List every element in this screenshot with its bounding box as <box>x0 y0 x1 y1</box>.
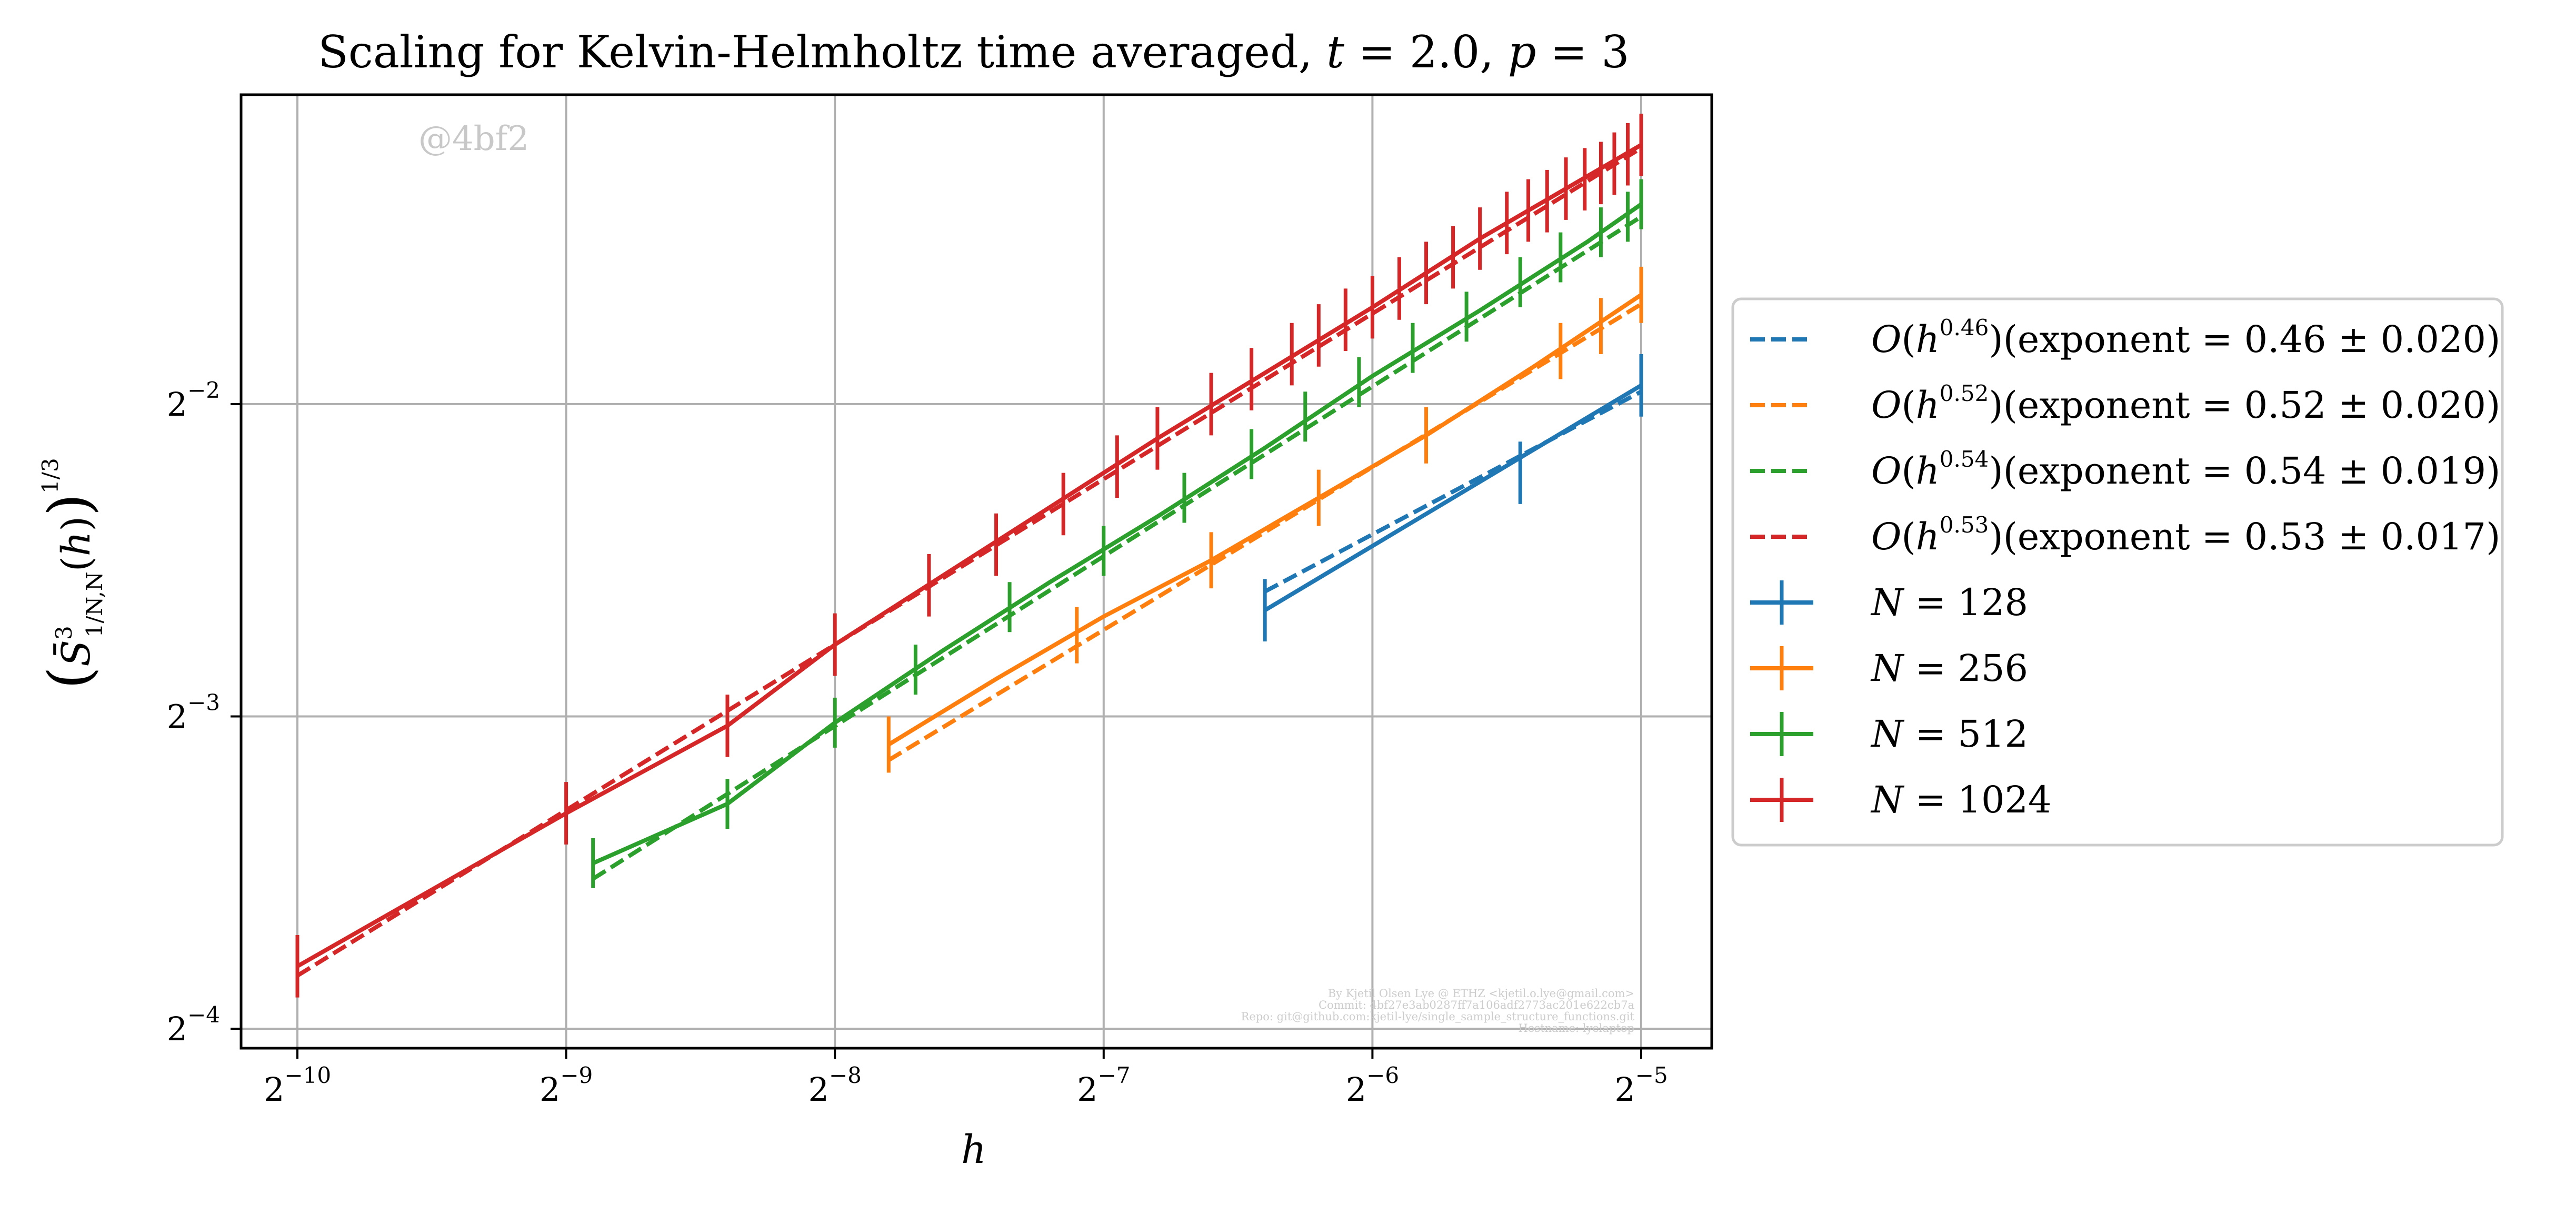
y-axis-label: (S̄3 1/N,N(h))1/3 <box>36 458 107 689</box>
grid <box>241 95 1712 1048</box>
y-tick-label-2: 2−4 <box>167 1002 220 1048</box>
plot-area <box>239 93 1713 1050</box>
x-tick-label-0: 2−10 <box>264 1062 331 1109</box>
legend-fit-label-2: O(h0.54)(exponent = 0.54 ± 0.019) <box>1871 446 2500 493</box>
watermark: @4bf2 <box>418 119 529 158</box>
series-line-3 <box>296 143 1643 968</box>
credit-block: By Kjetil Olsen Lye @ ETHZ <kjetil.o.lye… <box>1241 987 1635 1035</box>
legend-series-label-1: N = 256 <box>1870 647 2028 690</box>
y-axis-ticks: 2−2 2−3 2−4 <box>167 377 241 1048</box>
fit-line-0 <box>1264 389 1642 594</box>
chart-title: Scaling for Kelvin-Helmholtz time averag… <box>318 26 1629 78</box>
plot-frame-bg <box>241 95 1712 1048</box>
legend-series-label-0: N = 128 <box>1870 581 2028 624</box>
series-lines <box>296 143 1643 968</box>
legend-series-label-2: N = 512 <box>1870 712 2028 756</box>
legend-fit-label-0: O(h0.46)(exponent = 0.46 ± 0.020) <box>1871 315 2500 361</box>
x-tick-label-4: 2−6 <box>1346 1062 1399 1109</box>
errorbars <box>295 114 1643 998</box>
legend: O(h0.46)(exponent = 0.46 ± 0.020) O(h0.52… <box>1731 297 2504 847</box>
x-tick-label-1: 2−9 <box>540 1062 593 1109</box>
y-tick-label-1: 2−3 <box>167 690 220 736</box>
legend-fit-label-3: O(h0.53)(exponent = 0.53 ± 0.017) <box>1871 512 2500 558</box>
credit-line-4: Hostname: lyelaptop <box>1518 1022 1634 1035</box>
x-tick-label-2: 2−8 <box>808 1062 862 1109</box>
x-axis-label: h <box>961 1127 986 1172</box>
x-axis-ticks: 2−10 2−9 2−8 2−7 2−6 2−5 <box>264 1048 1668 1109</box>
legend-fit-label-1: O(h0.52)(exponent = 0.52 ± 0.020) <box>1871 380 2500 427</box>
y-tick-label-0: 2−2 <box>167 377 220 424</box>
credit-line-3: Repo: git@github.com:kjetil-lye/single_s… <box>1241 1010 1635 1023</box>
series-line-1 <box>887 293 1643 747</box>
x-tick-label-5: 2−5 <box>1614 1062 1668 1109</box>
series-line-0 <box>1264 383 1643 612</box>
legend-box <box>1731 297 2504 847</box>
plot-frame <box>239 93 1713 1050</box>
legend-series-label-3: N = 1024 <box>1870 778 2052 821</box>
svg-text:(S̄31/N,N(h))1/3: (S̄3 1/N,N(h))1/3 <box>36 458 107 689</box>
credit-line-2: Commit: 4bf27e3ab0287ff7a106adf2773ac201… <box>1319 999 1634 1011</box>
series-line-2 <box>592 202 1643 866</box>
credit-line-1: By Kjetil Olsen Lye @ ETHZ <kjetil.o.lye… <box>1328 987 1634 1000</box>
x-tick-label-3: 2−7 <box>1077 1062 1130 1109</box>
